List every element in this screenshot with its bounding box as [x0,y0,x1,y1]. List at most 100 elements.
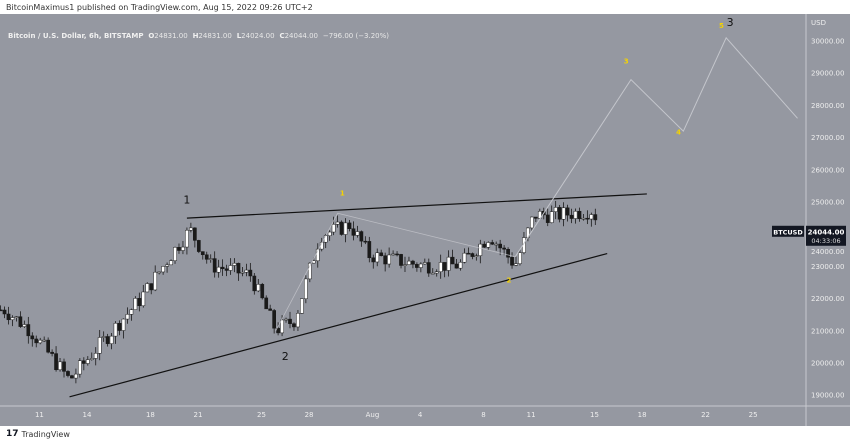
candle-up [589,214,594,220]
low-value: 24024.00 [241,32,275,40]
candle-down [557,207,562,220]
candle-down [415,264,419,268]
candle-up [327,231,332,237]
publisher-line: BitcoinMaximus1 published on TradingView… [6,3,313,12]
y-tick-label: 19000.00 [811,392,844,400]
candle-up [419,263,423,268]
candle-down [236,262,241,274]
x-tick-label: 25 [257,411,266,419]
candle-down [395,253,399,256]
candle-up [300,298,304,314]
candle-down [470,253,475,257]
candle-up [161,266,165,273]
candle-down [506,248,510,258]
symbol-tag [772,225,804,237]
wave-label: 1 [183,194,190,207]
candle-down [54,353,58,371]
close-value: 24044.00 [284,32,318,40]
candle-down [482,243,487,248]
candle-down [454,263,459,269]
y-tick-label: 20000.00 [811,360,844,368]
candle-up [391,253,395,256]
candle-up [58,361,62,371]
x-tick-label: 4 [418,411,423,419]
candle-up [331,224,336,233]
candle-up [244,269,249,273]
candle-up [14,316,19,318]
candle-up [232,262,237,266]
y-tick-label: 21000.00 [811,327,844,335]
candle-up [93,353,98,359]
candle-up [280,319,284,334]
y-tick-label: 29000.00 [811,70,844,78]
candle-up [296,313,300,328]
last-price-value: 24044.00 [808,228,845,236]
candle-down [502,247,506,250]
candle-up [573,210,578,219]
candle-up [133,298,138,310]
candle-down [177,247,181,251]
candle-down [383,255,388,265]
candle-down [593,214,598,221]
candle-down [81,360,86,364]
candle-up [85,359,90,364]
candle-up [145,283,150,293]
candle-up [335,221,340,225]
candle-up [561,207,566,220]
candle-up [74,373,78,379]
wave-label: 4 [676,128,681,136]
footer: 17 TradingView [6,429,70,439]
footer-brand: TradingView [21,429,70,439]
candle-up [216,266,221,273]
x-tick-label: 14 [83,411,92,419]
candle-down [264,297,269,310]
x-tick-label: 21 [194,411,203,419]
candle-up [403,264,407,266]
x-tick-label: Aug [366,411,380,419]
candle-up [407,260,411,265]
currency-label: USD [811,19,826,27]
candle-up [129,309,134,315]
candle-down [399,254,403,266]
x-tick-label: 8 [481,411,485,419]
y-tick-label: 27000.00 [811,134,844,142]
candle-down [371,257,376,263]
candle-down [510,257,514,266]
x-tick-label: 18 [146,411,155,419]
candle-down [46,339,50,353]
candle-up [462,252,467,263]
x-tick-label: 11 [35,411,44,419]
candle-up [478,243,483,256]
candle-up [157,271,162,274]
candle-down [26,324,31,337]
candle-up [343,222,348,235]
chart-area[interactable]: Bitcoin / U.S. Dollar, 6h, BITSTAMP O248… [0,14,850,426]
wave-label: 1 [340,190,345,198]
candle-down [272,310,276,329]
candle-up [581,217,586,220]
candle-down [288,318,292,324]
symbol-name: Bitcoin / U.S. Dollar, 6h, BITSTAMP [8,32,144,40]
high-value: 24831.00 [198,32,232,40]
candle-up [430,272,435,275]
wave-label: 5 [719,22,724,30]
candle-down [276,327,280,334]
candle-up [355,231,360,236]
y-tick-label: 24000.00 [811,248,844,256]
price-axis [806,14,850,426]
candle-up [434,271,439,274]
candle-up [530,216,534,229]
wave-projection-line [514,36,798,258]
x-tick-label: 11 [527,411,536,419]
candle-up [438,262,443,272]
symbol-legend: Bitcoin / U.S. Dollar, 6h, BITSTAMP O248… [8,32,389,40]
candle-down [212,258,217,273]
candle-up [307,262,312,280]
candle-down [339,221,344,235]
candle-down [466,252,471,255]
candle-down [569,214,574,219]
candle-up [22,324,27,327]
candle-down [545,214,550,223]
candle-up [553,207,558,212]
symbol-tag-label: BTCUSD [773,228,803,236]
